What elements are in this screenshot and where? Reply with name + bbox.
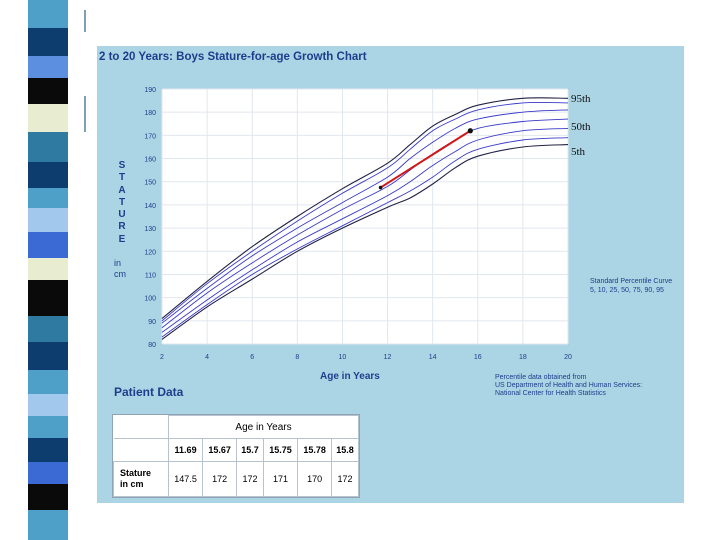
x-tick-label: 20 — [564, 354, 572, 361]
y-tick-label: 80 — [148, 342, 156, 349]
age-cell: 15.67 — [202, 438, 238, 462]
plot-area — [161, 88, 569, 345]
percentile-curve-10th — [161, 137, 569, 338]
patient-data-title: Patient Data — [114, 385, 184, 399]
chart-title: 2 to 20 Years: Boys Stature-for-age Grow… — [99, 51, 367, 63]
y-tick-label: 100 — [144, 296, 156, 303]
y-axis-label-letter: U — [118, 209, 126, 221]
stature-cell: 171 — [262, 461, 299, 497]
stature-label-line-2: in cm — [120, 479, 144, 489]
label-5th: 5th — [571, 146, 586, 158]
percentile-curve-50th — [161, 118, 569, 329]
x-tick-label: 2 — [160, 354, 164, 361]
y-tick-label: 170 — [144, 133, 156, 140]
stature-cell: 147.5 — [168, 461, 204, 497]
y-axis-label-letter: T — [118, 196, 126, 208]
percentile-note-line-2: 5, 10, 25, 50, 75, 90, 95 — [590, 287, 664, 294]
percentile-curve-95th — [161, 97, 569, 319]
stature-cell: 172 — [202, 461, 238, 497]
y-tick-label: 190 — [144, 87, 156, 94]
stature-row-label: Stature in cm — [112, 461, 170, 497]
x-tick-label: 8 — [295, 354, 299, 361]
y-tick-label: 180 — [144, 110, 156, 117]
age-cell: 15.78 — [297, 438, 333, 462]
y-axis-label-letter: S — [118, 160, 126, 171]
percentile-curve-90th — [161, 101, 569, 322]
stature-cell: 172 — [236, 461, 264, 497]
y-tick-label: 150 — [144, 180, 156, 187]
y-unit-in: in — [114, 258, 122, 268]
x-tick-label: 6 — [250, 354, 254, 361]
age-cell: 11.69 — [168, 438, 204, 462]
source-note-line-3: National Center for Health Statistics — [495, 390, 606, 397]
x-tick-label: 16 — [474, 354, 482, 361]
y-tick-label: 130 — [144, 226, 156, 233]
divider-mid — [84, 96, 86, 132]
x-tick-label: 18 — [519, 354, 527, 361]
age-cell: 15.7 — [236, 438, 264, 462]
x-tick-label: 14 — [429, 354, 437, 361]
y-axis-label-letter: R — [118, 221, 126, 233]
patient-point — [467, 128, 473, 134]
stature-cell: 172 — [331, 461, 359, 497]
x-tick-label: 10 — [339, 354, 347, 361]
y-axis-units: in cm — [114, 258, 126, 280]
table-corner — [113, 415, 170, 439]
percentile-note: Standard Percentile Curve 5, 10, 25, 50,… — [590, 277, 672, 295]
y-tick-label: 140 — [144, 203, 156, 210]
source-note-line-1: Percentile data obtained from — [495, 374, 587, 381]
age-cell: 15.8 — [331, 438, 359, 462]
percentile-curve-75th — [161, 109, 569, 324]
patient-point — [378, 185, 383, 190]
percentile-curve-25th — [161, 127, 569, 333]
y-axis-label-letter: E — [118, 233, 126, 245]
x-tick-label: 12 — [384, 354, 392, 361]
patient-data-table: Age in Years 11.69 15.67 15.7 15.75 15.7… — [112, 414, 360, 498]
age-header: Age in Years — [168, 415, 359, 439]
y-tick-label: 90 — [148, 319, 156, 326]
y-tick-label: 160 — [144, 157, 156, 164]
table-corner-2 — [113, 438, 170, 462]
y-axis-label-letter: T — [118, 172, 126, 184]
y-tick-label: 110 — [145, 272, 156, 279]
age-cell: 15.75 — [262, 438, 299, 462]
source-note-line-2: US Department of Health and Human Servic… — [495, 382, 643, 389]
stature-label-line-1: Stature — [120, 468, 152, 478]
source-note: Percentile data obtained from US Departm… — [495, 374, 680, 398]
y-unit-cm: cm — [114, 269, 126, 279]
x-axis-label: Age in Years — [320, 371, 380, 382]
percentile-curve-5th — [161, 144, 569, 340]
y-tick-label: 120 — [144, 249, 156, 256]
patient-trend-line — [380, 129, 471, 189]
divider-top — [84, 10, 86, 32]
label-95th: 95th — [571, 93, 591, 105]
percentile-note-line-1: Standard Percentile Curve — [590, 278, 673, 285]
y-axis-label-letter: A — [118, 184, 126, 196]
decorative-strip — [0, 0, 70, 540]
label-50th: 50th — [571, 121, 591, 133]
stature-cell: 170 — [297, 461, 333, 497]
x-tick-label: 4 — [205, 354, 209, 361]
